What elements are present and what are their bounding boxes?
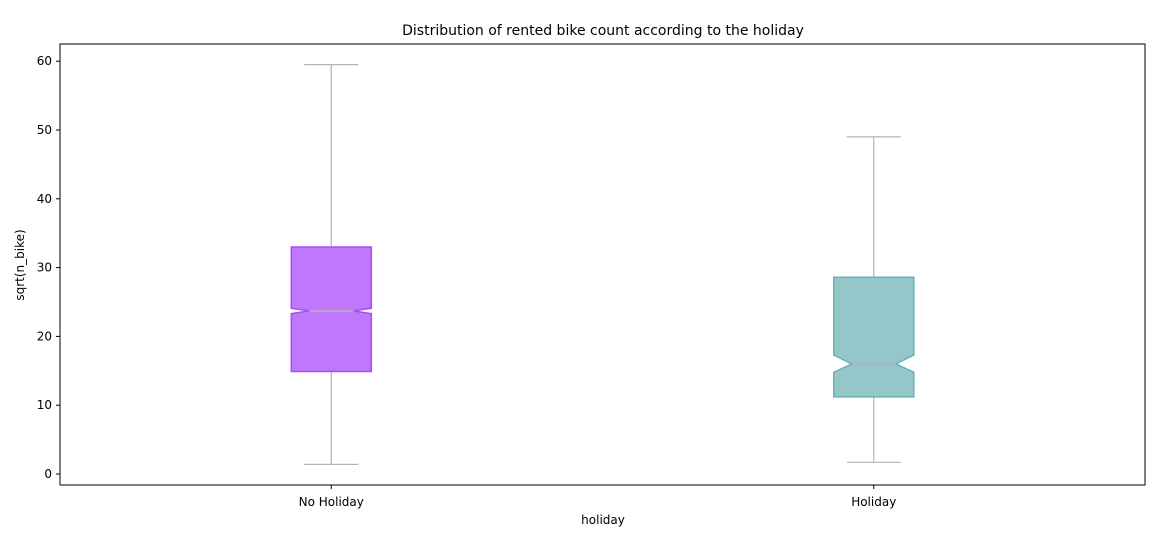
y-tick-label: 50 bbox=[37, 123, 52, 137]
x-tick-label: Holiday bbox=[851, 495, 896, 509]
y-tick-label: 10 bbox=[37, 398, 52, 412]
x-axis: No Holiday Holiday bbox=[299, 485, 896, 509]
y-tick-label: 60 bbox=[37, 54, 52, 68]
plot-area bbox=[290, 64, 915, 465]
box-no-holiday bbox=[290, 64, 373, 465]
y-tick-label: 20 bbox=[37, 329, 52, 343]
notched-box bbox=[833, 276, 915, 398]
plot-frame bbox=[59, 43, 1146, 486]
y-axis-label: sqrt(n_bike) bbox=[13, 229, 27, 300]
x-axis-label: holiday bbox=[581, 513, 625, 527]
y-tick-label: 0 bbox=[44, 467, 52, 481]
box-holiday bbox=[833, 136, 915, 463]
y-axis: 0 10 20 30 40 50 60 bbox=[37, 54, 60, 481]
x-tick-label: No Holiday bbox=[299, 495, 364, 509]
y-tick-label: 40 bbox=[37, 192, 52, 206]
notched-box bbox=[290, 246, 373, 373]
chart-title: Distribution of rented bike count accord… bbox=[402, 23, 804, 39]
y-tick-label: 30 bbox=[37, 261, 52, 275]
